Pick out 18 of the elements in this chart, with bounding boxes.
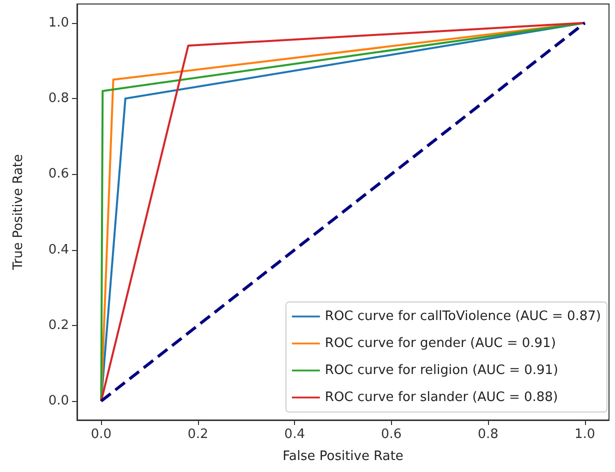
y-axis-title: True Positive Rate [11, 154, 26, 271]
legend-label: ROC curve for slander (AUC = 0.88) [324, 390, 558, 405]
y-tick-label: 0.0 [48, 394, 69, 409]
x-axis-title: False Positive Rate [282, 449, 404, 464]
y-tick-label: 0.8 [48, 91, 69, 106]
legend-label: ROC curve for religion (AUC = 0.91) [324, 363, 558, 378]
y-tick-label: 0.2 [48, 318, 69, 333]
x-tick-label: 0.6 [381, 427, 402, 442]
legend-label: ROC curve for callToViolence (AUC = 0.87) [324, 309, 601, 324]
x-tick-label: 0.0 [90, 427, 112, 442]
x-tick-label: 0.8 [478, 427, 498, 442]
y-tick-label: 1.0 [48, 15, 69, 30]
x-tick-label: 0.4 [284, 427, 305, 442]
x-tick-label: 1.0 [574, 427, 596, 442]
y-tick-label: 0.6 [48, 166, 69, 182]
x-tick-label: 0.2 [188, 427, 208, 442]
y-tick-label: 0.4 [48, 242, 69, 258]
legend-label: ROC curve for gender (AUC = 0.91) [324, 336, 556, 351]
